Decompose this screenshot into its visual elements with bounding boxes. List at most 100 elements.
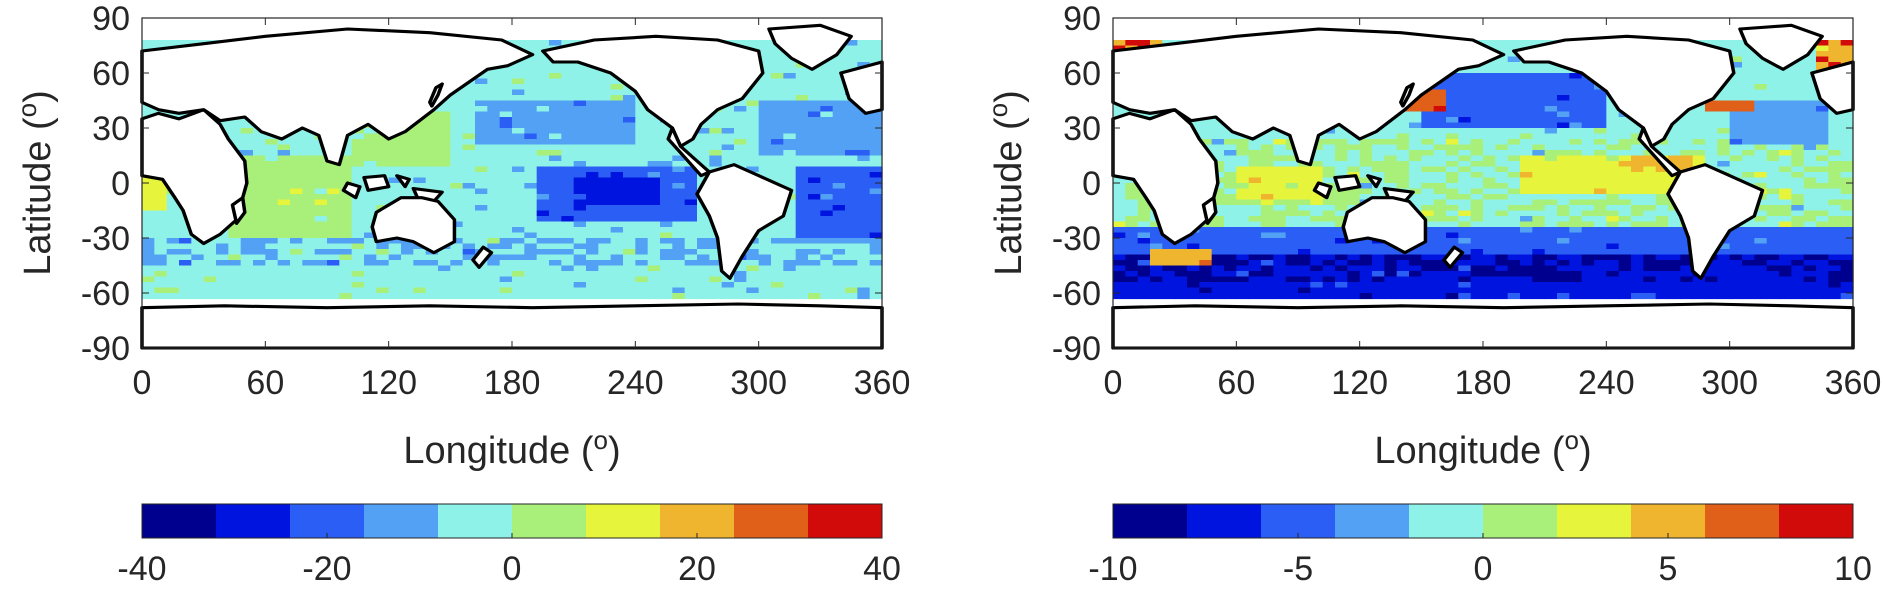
heatmap-cell (598, 166, 612, 173)
heatmap-cell (549, 111, 562, 118)
heatmap-cell (1285, 183, 1299, 190)
heatmap-cell (1310, 172, 1324, 179)
heatmap-cell (635, 161, 649, 168)
heatmap-cell (660, 260, 673, 267)
heatmap-cell (1335, 216, 1348, 223)
heatmap-cell (721, 282, 735, 289)
heatmap-cell (1359, 194, 1373, 201)
heatmap-cell (512, 150, 525, 157)
heatmap-cell (1113, 111, 1126, 118)
heatmap-cell (364, 133, 377, 140)
heatmap-cell (832, 287, 846, 294)
heatmap-cell (1754, 210, 1768, 217)
heatmap-cell (1236, 161, 1250, 168)
heatmap-cell (1322, 166, 1336, 173)
heatmap-cell (512, 172, 525, 179)
heatmap-cell (1211, 144, 1225, 151)
heatmap-cell (425, 254, 439, 261)
heatmap-cell (327, 188, 340, 195)
heatmap-cell (154, 227, 168, 234)
heatmap-cell (364, 276, 377, 283)
heatmap-cell (339, 227, 353, 234)
heatmap-cell (253, 150, 266, 157)
heatmap-cell (709, 133, 723, 140)
heatmap-cell (660, 166, 673, 173)
heatmap-cell (1470, 73, 1484, 80)
heatmap-cell (660, 155, 673, 162)
heatmap-cell (697, 238, 710, 245)
heatmap-cell (746, 161, 760, 168)
heatmap-cell (1631, 155, 1644, 162)
heatmap-cell (635, 271, 649, 278)
heatmap-cell (450, 155, 464, 162)
heatmap-cell (1273, 221, 1287, 228)
heatmap-cell (216, 282, 229, 289)
heatmap-cell (179, 276, 192, 283)
heatmap-cell (376, 139, 390, 146)
heatmap-cell (1569, 161, 1583, 168)
heatmap-cell (1495, 73, 1509, 80)
heatmap-cell (1668, 150, 1681, 157)
heatmap-cell (684, 282, 698, 289)
heatmap-cell (1729, 89, 1743, 96)
heatmap-cell (1729, 67, 1743, 74)
heatmap-cell (1421, 194, 1435, 201)
x-axis-label-degree: o (594, 425, 608, 455)
heatmap-cell (1594, 221, 1607, 228)
heatmap-cell (376, 166, 390, 173)
heatmap-cell (635, 293, 649, 300)
heatmap-cell (265, 254, 279, 261)
x-tick-label: 180 (484, 364, 541, 402)
heatmap-cell (684, 205, 698, 212)
heatmap-cell (869, 210, 883, 217)
heatmap-cell (166, 249, 180, 256)
heatmap-cell (524, 177, 538, 184)
heatmap-cell (647, 117, 661, 124)
heatmap-cell (1631, 144, 1644, 151)
heatmap-cell (1532, 84, 1546, 91)
heatmap-cell (1446, 84, 1459, 91)
heatmap-cell (697, 227, 710, 234)
heatmap-cell (339, 282, 353, 289)
heatmap-cell (1779, 172, 1792, 179)
heatmap-cell (561, 227, 575, 234)
heatmap-cell (1458, 144, 1472, 151)
heatmap-cell (586, 210, 599, 217)
heatmap-cell (1816, 194, 1829, 201)
heatmap-cell (524, 40, 538, 47)
heatmap-cell (610, 122, 624, 129)
heatmap-cell (845, 205, 858, 212)
heatmap-cell (376, 282, 390, 289)
heatmap-cell (1532, 172, 1546, 179)
heatmap-cell (351, 172, 365, 179)
heatmap-cell (845, 238, 858, 245)
heatmap-cell (1446, 128, 1459, 135)
heatmap-cell (1816, 62, 1829, 69)
heatmap-cell (265, 282, 279, 289)
heatmap-cell (795, 100, 809, 107)
heatmap-cell (425, 122, 439, 129)
heatmap-cell (512, 216, 525, 223)
heatmap-cell (339, 166, 353, 173)
heatmap-cell (783, 139, 797, 146)
heatmap-cell (1507, 133, 1521, 140)
heatmap-cell (1495, 216, 1509, 223)
heatmap-cell (166, 243, 180, 250)
heatmap-cell (857, 254, 871, 261)
heatmap-cell (364, 238, 377, 245)
heatmap-cell (475, 287, 488, 294)
heatmap-cell (1816, 216, 1829, 223)
heatmap-cell (746, 276, 760, 283)
heatmap-cell (1532, 100, 1546, 107)
heatmap-cell (1495, 183, 1509, 190)
heatmap-cell (290, 232, 303, 239)
heatmap-cell (191, 287, 205, 294)
heatmap-cell (524, 56, 538, 63)
heatmap-cell (820, 276, 834, 283)
heatmap-cell (586, 260, 599, 267)
heatmap-cell (1495, 117, 1509, 124)
heatmap-cell (1384, 122, 1398, 129)
heatmap-cell (302, 287, 316, 294)
heatmap-cell (1655, 221, 1669, 228)
heatmap-cell (487, 100, 501, 107)
